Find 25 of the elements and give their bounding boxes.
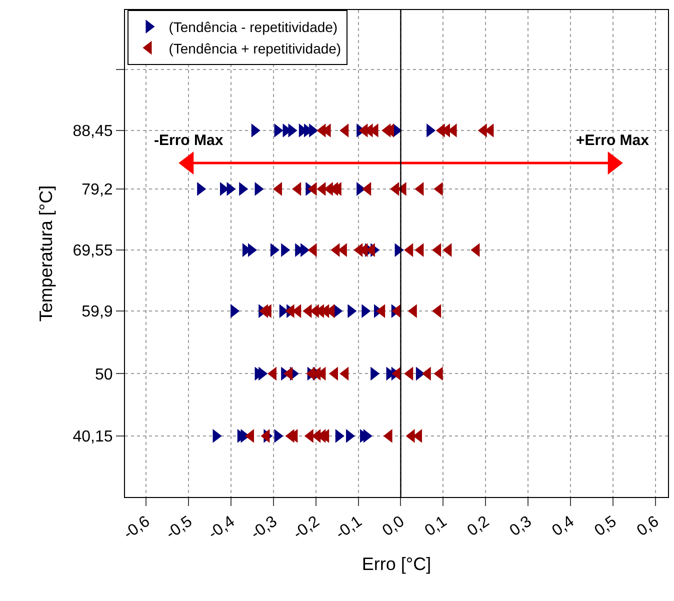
x-tick-label: 0,5 (592, 513, 620, 540)
y-tick-label: 59,9 (82, 304, 113, 321)
y-axis-title: Temperatura [°C] (36, 185, 56, 322)
x-tick-label: -0,5 (163, 513, 196, 543)
x-axis-title: Erro [°C] (362, 554, 432, 574)
x-tick-label: -0,1 (332, 513, 366, 543)
x-tick-label: -0,6 (120, 513, 154, 543)
y-tick-label: 88,45 (72, 123, 113, 140)
y-tick-label: 79,2 (82, 182, 113, 199)
annotation: -Erro Max (154, 132, 224, 149)
x-tick-label: 0,6 (634, 513, 662, 540)
x-tick-label: -0,2 (290, 513, 323, 543)
x-tick-label: 0,4 (549, 513, 578, 540)
x-tick-label: 0,1 (422, 513, 450, 540)
x-tick-label: -0,3 (248, 513, 280, 543)
x-tick-label: 0,0 (380, 513, 408, 540)
x-tick-label: -0,4 (206, 513, 238, 543)
y-tick-label: 40,15 (72, 428, 113, 446)
y-tick-label: 50 (95, 366, 113, 384)
x-tick-label: 0,3 (506, 513, 535, 540)
legend-label: (Tendência - repetitividade) (168, 19, 338, 36)
legend-label: (Tendência + repetitividade) (168, 40, 342, 56)
annotation: +Erro Max (576, 132, 650, 149)
y-tick-label: 69,55 (72, 242, 113, 260)
x-tick-label: 0,2 (464, 513, 493, 540)
